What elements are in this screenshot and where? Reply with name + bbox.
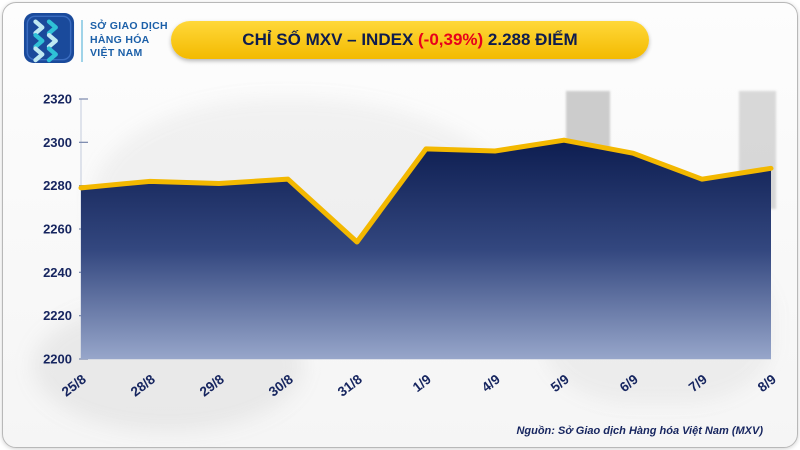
y-tick-label: 2240 bbox=[43, 265, 72, 280]
y-tick-label: 2200 bbox=[43, 352, 72, 367]
index-area-fill bbox=[81, 140, 771, 359]
x-tick-label: 28/8 bbox=[128, 371, 158, 399]
x-tick-label: 7/9 bbox=[686, 372, 710, 395]
chart-title-banner: CHỈ SỐ MXV – INDEX (-0,39%) 2.288 ĐIỂM bbox=[171, 21, 649, 59]
logo-text: SỞ GIAO DỊCH HÀNG HÓA VIỆT NAM bbox=[90, 20, 168, 61]
title-suffix: 2.288 ĐIỂM bbox=[483, 30, 578, 49]
y-tick-label: 2260 bbox=[43, 222, 72, 237]
logo-line-1: SỞ GIAO DỊCH bbox=[90, 20, 168, 33]
x-tick-label: 1/9 bbox=[410, 372, 434, 395]
x-tick-label: 29/8 bbox=[197, 371, 227, 399]
mxv-logo: SỞ GIAO DỊCH HÀNG HÓA VIỆT NAM bbox=[23, 12, 168, 69]
x-tick-label: 4/9 bbox=[479, 372, 503, 395]
logo-line-3: VIỆT NAM bbox=[90, 47, 143, 60]
x-tick-label: 6/9 bbox=[617, 372, 641, 395]
y-tick-label: 2280 bbox=[43, 178, 72, 193]
source-attribution: Nguồn: Sở Giao dịch Hàng hóa Việt Nam (M… bbox=[516, 425, 763, 437]
title-change-percent: (-0,39%) bbox=[418, 30, 484, 49]
index-line bbox=[78, 137, 774, 245]
x-tick-label: 5/9 bbox=[548, 372, 572, 395]
mxv-index-chart: 2200 2220 2240 2260 2280 2300 2320 25/8 28/8 29/8… bbox=[43, 92, 779, 400]
mxv-logo-icon bbox=[23, 12, 75, 69]
index-chart-area: 2200 2220 2240 2260 2280 2300 2320 25/8 28/8 29/8… bbox=[29, 81, 779, 421]
logo-line-2: HÀNG HÓA bbox=[90, 33, 150, 46]
x-tick-label: 8/9 bbox=[755, 372, 777, 395]
x-tick-label: 31/8 bbox=[335, 371, 365, 399]
x-tick-label: 25/8 bbox=[59, 371, 89, 399]
x-tick-label: 30/8 bbox=[266, 371, 296, 399]
title-prefix: CHỈ SỐ MXV – INDEX bbox=[242, 30, 418, 49]
y-tick-label: 2300 bbox=[43, 135, 72, 150]
y-tick-label: 2220 bbox=[43, 308, 72, 323]
logo-divider bbox=[81, 19, 83, 62]
y-tick-label: 2320 bbox=[43, 92, 72, 107]
